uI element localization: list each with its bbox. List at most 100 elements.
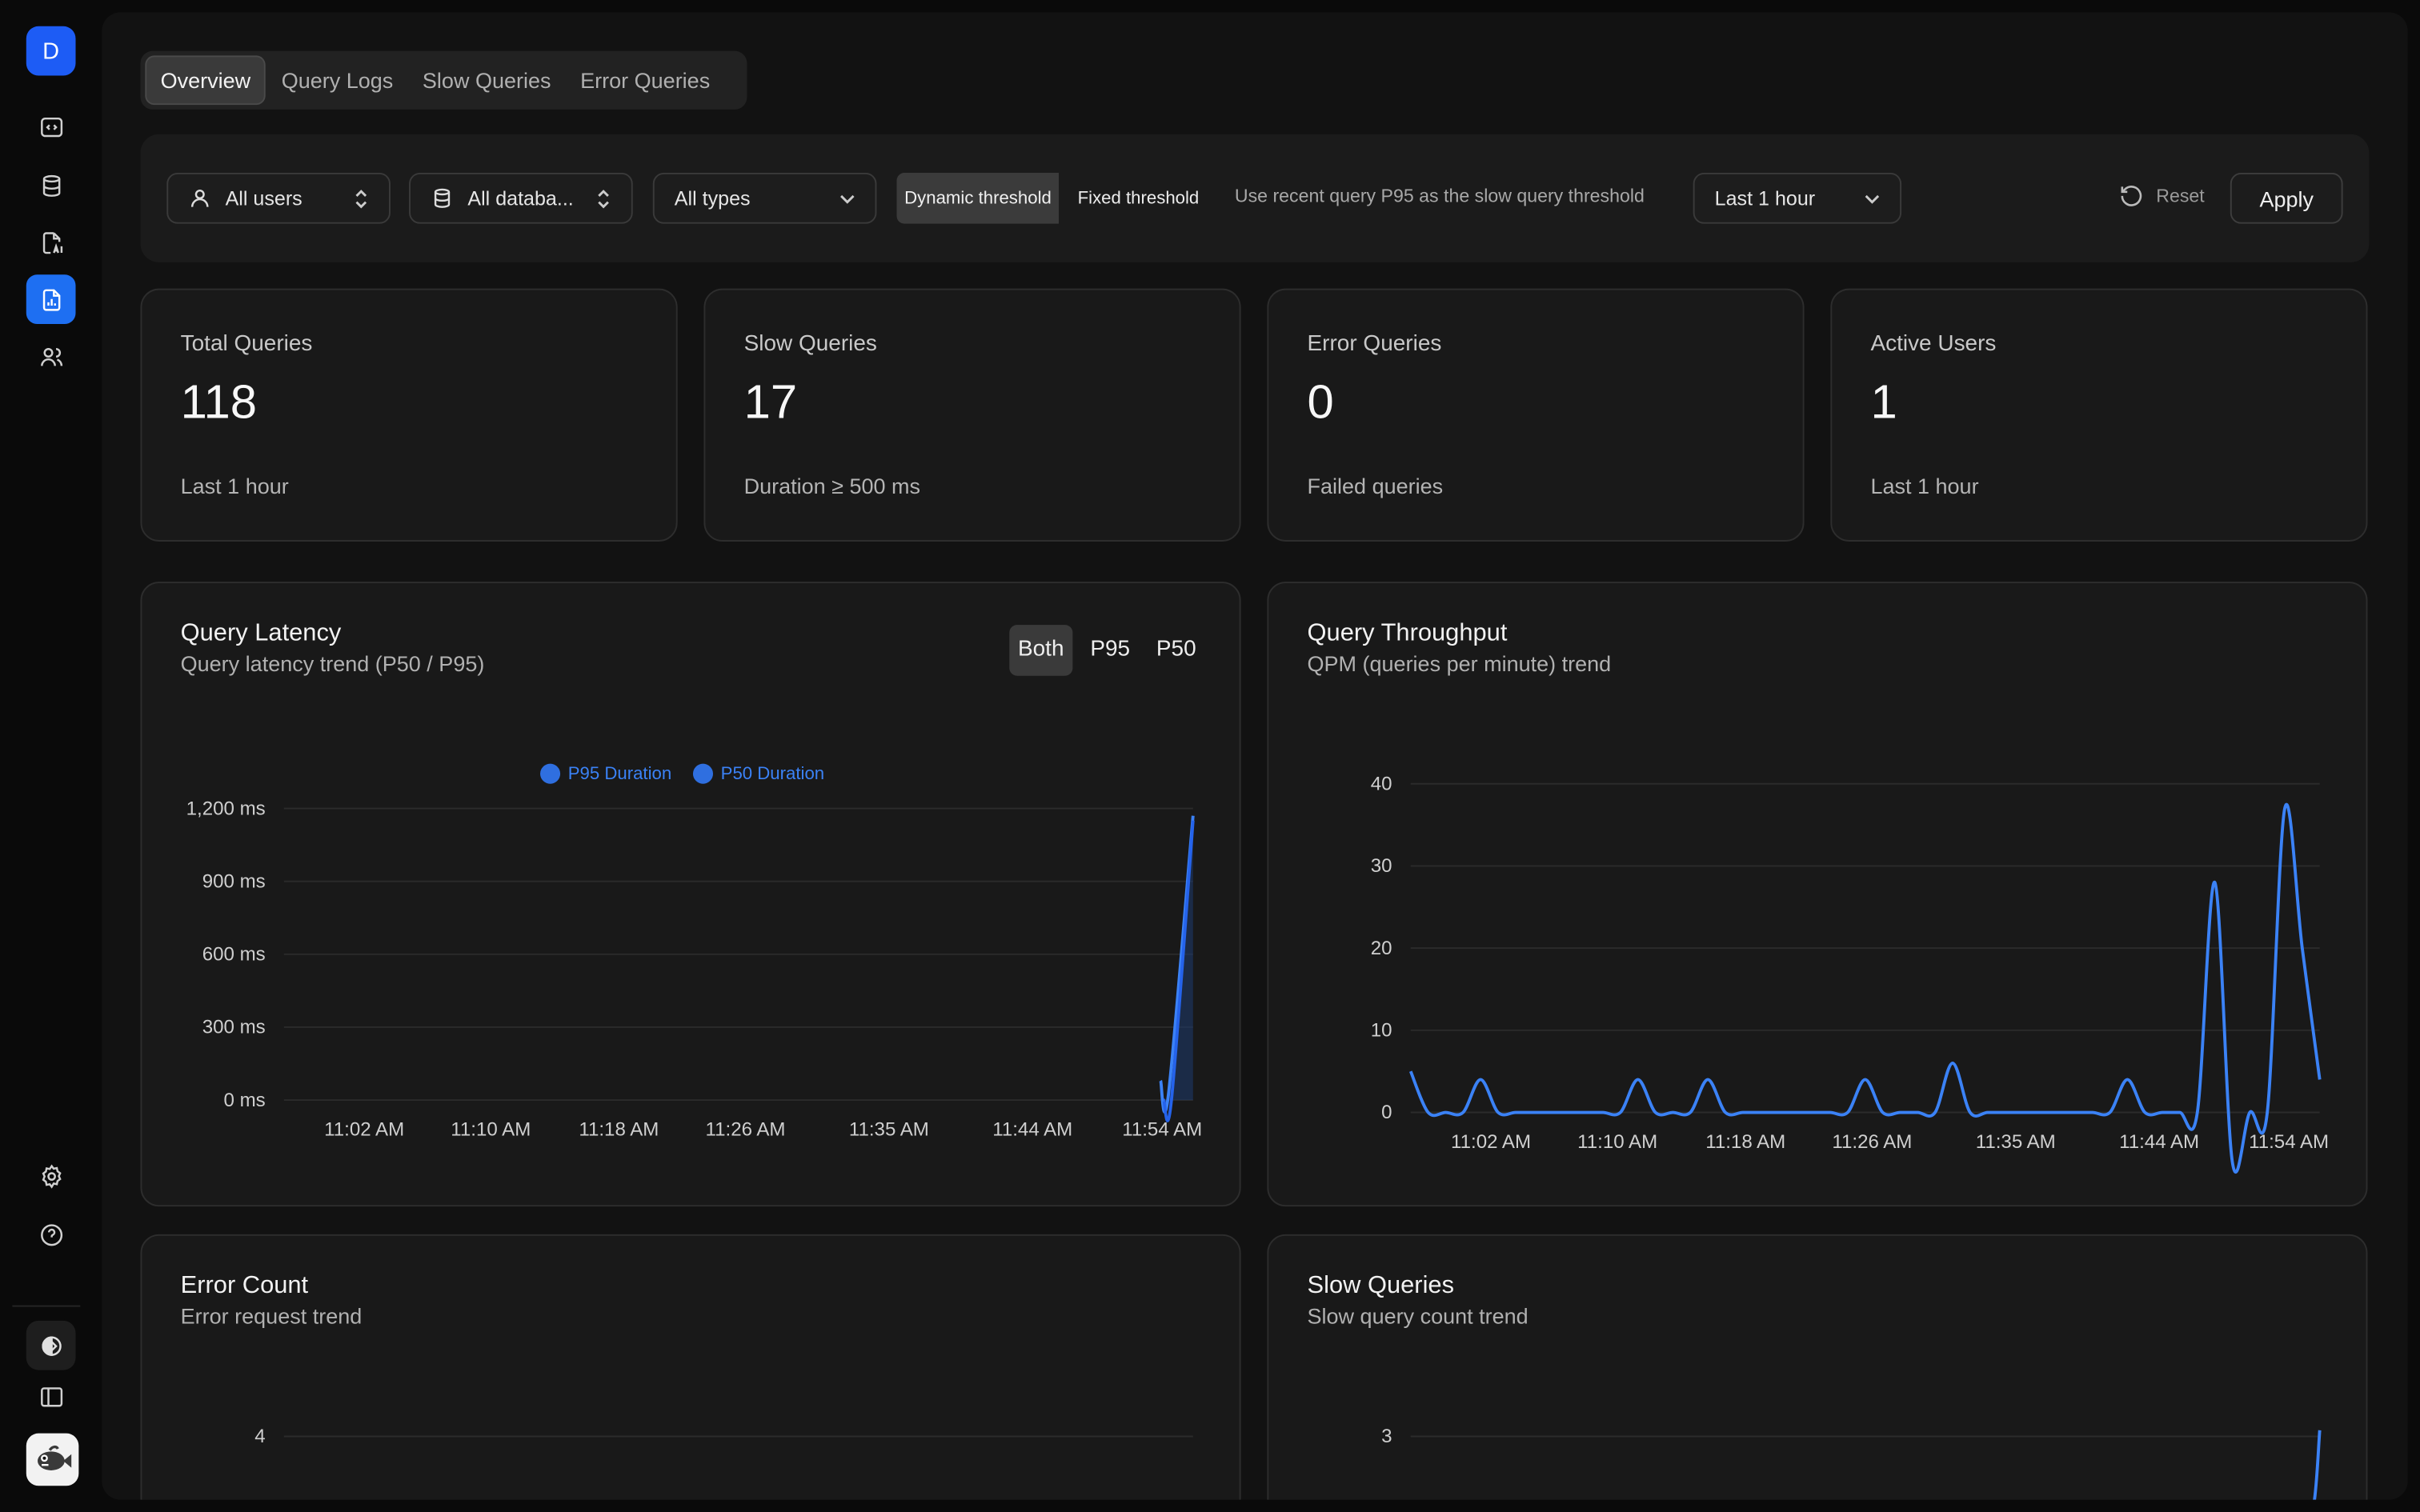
stat-card-slow: Slow Queries 17 Duration ≥ 500 ms — [703, 288, 1241, 542]
threshold-hint: Use recent query P95 as the slow query t… — [1234, 185, 1645, 207]
x-tick-label: 11:26 AM — [1832, 1131, 1912, 1153]
y-tick-label: 600 ms — [202, 944, 266, 966]
users-icon — [40, 347, 62, 366]
y-tick-label: 10 — [1371, 1020, 1392, 1042]
panel-icon — [40, 1386, 62, 1406]
tab-overview[interactable]: Overview — [145, 55, 266, 106]
code-window-icon — [40, 116, 62, 137]
stat-value: 118 — [180, 374, 257, 430]
throughput-chart: 0 10 20 30 40 11:02 AM 11:10 AM 11:18 AM 11:26 A… — [1371, 773, 2329, 1174]
x-tick-label: 11:02 AM — [1451, 1131, 1531, 1153]
stat-label: Total Queries — [180, 331, 313, 357]
threshold-toggle: Dynamic threshold Fixed threshold — [896, 173, 1207, 224]
tab-bar: Overview Query Logs Slow Queries Error Q… — [140, 50, 747, 110]
legend-p50[interactable]: P50 Duration — [692, 763, 824, 784]
y-tick-label: 0 — [1381, 1102, 1392, 1123]
theme-icon — [41, 1335, 61, 1355]
y-tick-label: 30 — [1371, 855, 1392, 877]
theme-toggle[interactable] — [26, 1320, 76, 1370]
legend-dot — [540, 763, 561, 784]
settings-nav[interactable] — [26, 1151, 76, 1201]
reset-icon — [2121, 186, 2142, 206]
stat-sub: Last 1 hour — [180, 474, 289, 498]
x-tick-label: 11:18 AM — [1705, 1131, 1785, 1153]
toggle-both[interactable]: Both — [1008, 624, 1074, 675]
stat-card-total: Total Queries 118 Last 1 hour — [140, 288, 678, 542]
stat-label: Active Users — [1870, 331, 1997, 357]
x-tick-label: 11:54 AM — [1122, 1118, 1202, 1140]
database-select[interactable]: All databa... — [409, 173, 633, 224]
x-tick-label: 11:10 AM — [1577, 1131, 1657, 1153]
card-title: Query Throughput — [1307, 620, 1508, 647]
latency-series-toggle: Both P95 P50 — [1008, 623, 1205, 676]
y-tick-label: 900 ms — [202, 870, 266, 892]
tab-slow-queries[interactable]: Slow Queries — [422, 67, 551, 93]
legend-dot — [692, 763, 714, 784]
monitoring-nav[interactable] — [26, 274, 76, 325]
card-subtitle: Slow query count trend — [1307, 1303, 1529, 1329]
card-subtitle: Error request trend — [180, 1303, 363, 1329]
card-title: Query Latency — [180, 620, 342, 647]
stat-label: Slow Queries — [743, 331, 877, 357]
stat-card-users: Active Users 1 Last 1 hour — [1830, 288, 2368, 542]
x-tick-label: 11:44 AM — [2119, 1131, 2199, 1153]
gear-icon — [41, 1163, 61, 1188]
stat-sub: Last 1 hour — [1870, 474, 1979, 498]
card-title: Error Count — [180, 1273, 309, 1299]
series-line — [1408, 802, 2322, 1174]
report-chart-icon — [42, 288, 60, 310]
y-tick-label: 4 — [254, 1426, 265, 1447]
card-subtitle: QPM (queries per minute) trend — [1307, 650, 1612, 676]
slow-queries-card: 3 Slow Queries Slow query count trend — [1267, 1234, 2368, 1500]
workspace-logo[interactable]: D — [26, 26, 76, 76]
tab-error-queries[interactable]: Error Queries — [580, 67, 711, 93]
fish-avatar-icon — [38, 1445, 72, 1470]
time-range-select[interactable]: Last 1 hour — [1693, 173, 1902, 224]
throughput-card: 0 10 20 30 40 11:02 AM 11:10 AM 11:18 AM 11:26 A… — [1267, 582, 2368, 1207]
stat-value: 1 — [1870, 374, 1897, 430]
x-tick-label: 11:18 AM — [579, 1118, 659, 1140]
reset-button[interactable]: Reset — [2119, 184, 2205, 209]
x-tick-label: 11:26 AM — [706, 1118, 786, 1140]
chevron-down-icon — [1865, 194, 1880, 204]
stat-label: Error Queries — [1307, 331, 1442, 357]
sidebar: D — [0, 0, 102, 1512]
panel-toggle[interactable] — [26, 1372, 76, 1422]
users-nav[interactable] — [26, 332, 76, 382]
x-tick-label: 11:10 AM — [451, 1118, 531, 1140]
latency-card: 0 ms 300 ms 600 ms 900 ms 1,200 ms 11:02 AM 11… — [140, 582, 1241, 1207]
legend-p95[interactable]: P95 Duration — [540, 763, 671, 784]
series-area — [1160, 815, 1193, 1113]
stat-value: 0 — [1307, 374, 1334, 430]
database-select-value: All databa... — [467, 186, 574, 210]
card-title: Slow Queries — [1307, 1273, 1455, 1299]
fixed-threshold-option[interactable]: Fixed threshold — [1077, 189, 1200, 208]
database-nav[interactable] — [26, 161, 76, 210]
toggle-p95[interactable]: P95 — [1090, 637, 1131, 662]
sql-editor-nav[interactable] — [26, 102, 76, 151]
x-tick-label: 11:35 AM — [849, 1118, 929, 1140]
help-nav[interactable] — [26, 1210, 76, 1259]
user-select-value: All users — [225, 186, 302, 210]
apply-button[interactable]: Apply — [2230, 173, 2343, 224]
y-tick-label: 20 — [1371, 938, 1392, 959]
tab-query-logs[interactable]: Query Logs — [281, 67, 394, 93]
error-count-chart: 4 — [254, 1426, 1193, 1447]
series-line — [1162, 820, 1195, 1122]
stat-sub: Duration ≥ 500 ms — [743, 474, 921, 498]
stat-sub: Failed queries — [1307, 474, 1444, 498]
user-select[interactable]: All users — [166, 173, 391, 224]
type-select[interactable]: All types — [652, 173, 877, 224]
error-count-card: 4 Error Count Error request trend — [140, 1234, 1241, 1500]
x-tick-label: 11:02 AM — [324, 1118, 404, 1140]
stat-value: 17 — [743, 374, 798, 430]
type-select-value: All types — [674, 186, 751, 210]
time-range-value: Last 1 hour — [1714, 186, 1816, 210]
ai-docs-nav[interactable] — [26, 218, 76, 267]
dynamic-threshold-option[interactable]: Dynamic threshold — [896, 173, 1060, 224]
y-tick-label: 3 — [1381, 1426, 1392, 1447]
x-tick-label: 11:35 AM — [1976, 1131, 2056, 1153]
avatar[interactable] — [26, 1433, 79, 1486]
toggle-p50[interactable]: P50 — [1156, 637, 1196, 662]
y-tick-label: 300 ms — [202, 1017, 266, 1038]
